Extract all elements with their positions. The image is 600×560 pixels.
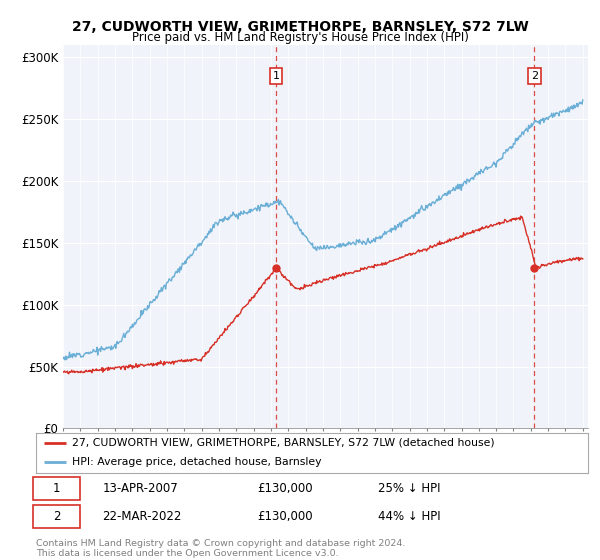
Text: HPI: Average price, detached house, Barnsley: HPI: Average price, detached house, Barn… <box>72 457 322 467</box>
Text: 22-MAR-2022: 22-MAR-2022 <box>102 510 182 524</box>
Text: 13-APR-2007: 13-APR-2007 <box>102 482 178 496</box>
Text: 44% ↓ HPI: 44% ↓ HPI <box>378 510 441 524</box>
Text: 1: 1 <box>272 71 280 81</box>
Text: 1: 1 <box>53 482 60 496</box>
FancyBboxPatch shape <box>33 505 80 529</box>
Text: £130,000: £130,000 <box>257 482 313 496</box>
Text: 27, CUDWORTH VIEW, GRIMETHORPE, BARNSLEY, S72 7LW (detached house): 27, CUDWORTH VIEW, GRIMETHORPE, BARNSLEY… <box>72 438 494 448</box>
Text: 2: 2 <box>53 510 60 524</box>
FancyBboxPatch shape <box>33 477 80 501</box>
Text: Contains HM Land Registry data © Crown copyright and database right 2024.
This d: Contains HM Land Registry data © Crown c… <box>36 539 406 558</box>
Text: 25% ↓ HPI: 25% ↓ HPI <box>378 482 441 496</box>
Text: £130,000: £130,000 <box>257 510 313 524</box>
Text: 27, CUDWORTH VIEW, GRIMETHORPE, BARNSLEY, S72 7LW: 27, CUDWORTH VIEW, GRIMETHORPE, BARNSLEY… <box>71 20 529 34</box>
Text: 2: 2 <box>531 71 538 81</box>
Text: Price paid vs. HM Land Registry's House Price Index (HPI): Price paid vs. HM Land Registry's House … <box>131 31 469 44</box>
